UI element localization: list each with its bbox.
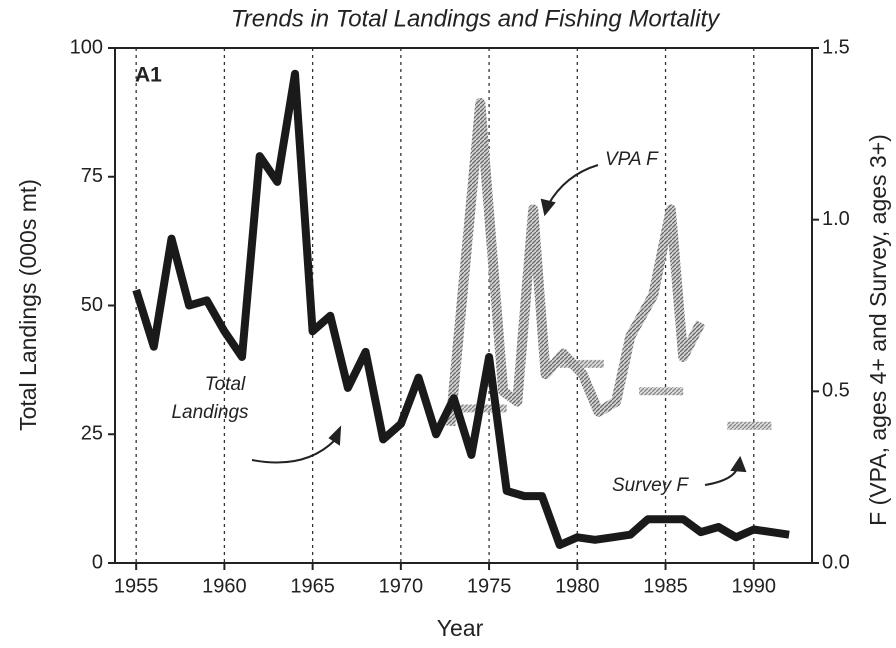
x-tick-label: 1965 <box>290 575 335 597</box>
annotation: VPA F <box>605 149 659 170</box>
x-tick-label: 1955 <box>114 575 159 597</box>
chart-title: Trends in Total Landings and Fishing Mor… <box>231 5 721 32</box>
x-tick-label: 1990 <box>732 575 777 597</box>
series-line <box>445 97 706 427</box>
plot-area <box>132 48 790 563</box>
arrow-head <box>328 425 342 446</box>
y2-tick-label: 0.0 <box>822 551 850 573</box>
x-tick-label: 1970 <box>379 575 424 597</box>
arrow <box>547 164 599 206</box>
panel-label: A1 <box>135 64 162 87</box>
annotation: Survey F <box>612 475 689 496</box>
series-line <box>132 69 790 549</box>
y-tick-label: 50 <box>81 294 103 316</box>
y2-tick-label: 0.5 <box>822 380 850 402</box>
arrows <box>251 164 747 486</box>
arrow-head <box>540 198 556 217</box>
y-tick-label: 0 <box>92 551 103 573</box>
x-tick-label: 1975 <box>467 575 512 597</box>
y2-axis-label: F (VPA, ages 4+ and Survey, ages 3+) <box>865 134 891 526</box>
annotation: Total <box>205 374 246 395</box>
x-tick-label: 1980 <box>555 575 600 597</box>
arrow-head <box>730 455 747 473</box>
y-tick-label: 100 <box>70 36 103 58</box>
annotation: Landings <box>171 402 249 423</box>
arrow <box>251 439 336 464</box>
y-tick-label: 75 <box>81 165 103 187</box>
y2-tick-label: 1.0 <box>822 208 850 230</box>
x-tick-label: 1985 <box>643 575 688 597</box>
y2-tick-label: 1.5 <box>822 36 850 58</box>
x-axis-label: Year <box>437 615 484 641</box>
x-tick-label: 1960 <box>202 575 247 597</box>
y-axis-label: Total Landings (000s mt) <box>15 179 41 431</box>
y-tick-label: 25 <box>81 423 103 445</box>
